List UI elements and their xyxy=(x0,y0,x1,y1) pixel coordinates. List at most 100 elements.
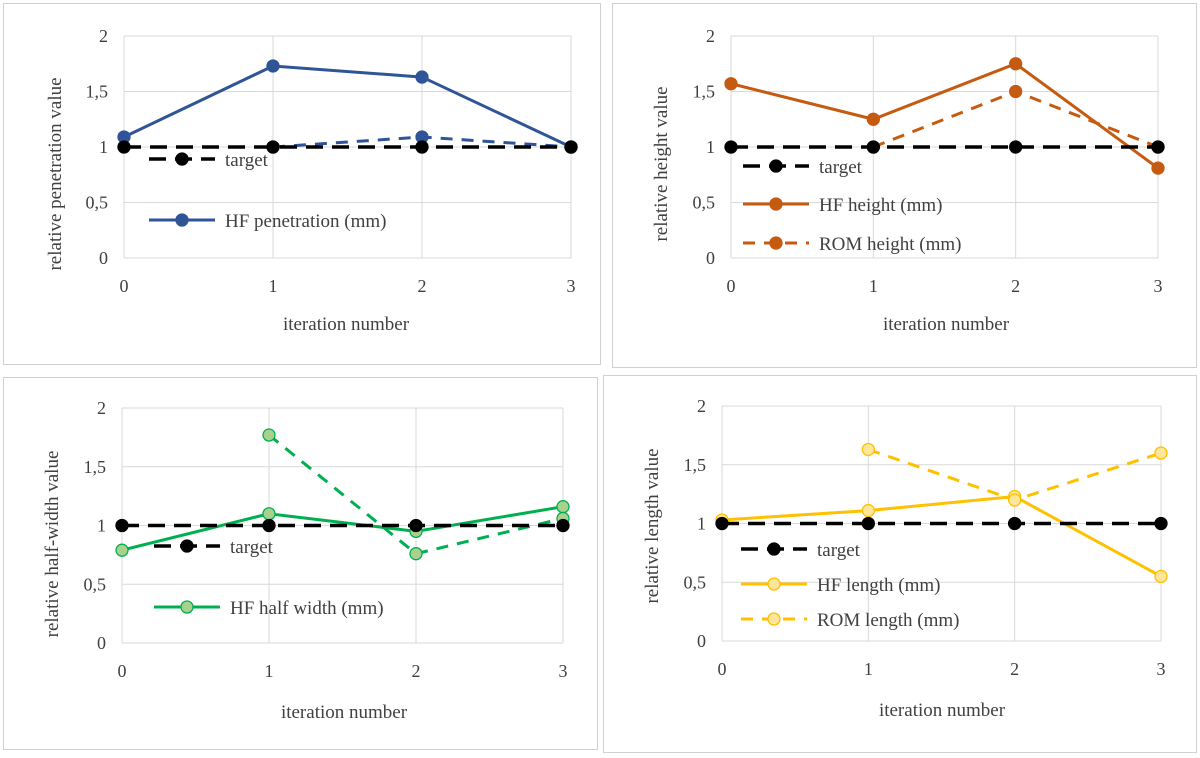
legend-marker xyxy=(175,152,189,166)
legend-label: ROM length (mm) xyxy=(817,610,960,631)
legend: target HF length (mm) ROM length (mm) xyxy=(741,540,960,631)
legend-marker xyxy=(180,539,194,553)
data-point xyxy=(1154,516,1168,531)
x-tick-label: 1 xyxy=(864,659,873,679)
x-tick-label: 1 xyxy=(269,276,278,296)
x-tick-label: 2 xyxy=(1011,276,1020,296)
legend-label: target xyxy=(225,150,269,171)
penetration-chart-panel: relative penetration value iteration num… xyxy=(3,3,601,365)
data-point xyxy=(861,516,875,531)
legend-label: HF half width (mm) xyxy=(230,598,384,619)
y-tick-label: 2 xyxy=(99,26,108,46)
x-tick-label: 0 xyxy=(718,659,727,679)
height-chart: relative height value iteration number 0… xyxy=(651,26,1165,335)
legend-item-target: target xyxy=(741,540,861,561)
x-tick-label: 0 xyxy=(120,276,129,296)
y-axis-label: relative height value xyxy=(651,86,672,241)
y-tick-label: 1,5 xyxy=(684,455,707,475)
data-point xyxy=(262,507,276,521)
x-tick-label: 1 xyxy=(265,661,274,681)
y-tick-label: 2 xyxy=(706,26,715,46)
height-chart-panel: relative height value iteration number 0… xyxy=(612,3,1197,368)
legend-item-rom-height-mm: ROM height (mm) xyxy=(743,234,962,255)
y-axis-label: relative half-width value xyxy=(42,451,63,638)
legend: target HF height (mm) ROM height (mm) xyxy=(743,157,962,255)
x-axis-label: iteration number xyxy=(879,700,1006,721)
y-axis-label: relative penetration value xyxy=(45,77,66,270)
legend-item-hf-half-width-mm: HF half width (mm) xyxy=(154,598,384,619)
y-tick-label: 0 xyxy=(97,633,106,653)
data-point xyxy=(564,140,578,154)
data-point xyxy=(409,547,423,561)
series-line xyxy=(123,64,572,149)
x-tick-label: 3 xyxy=(567,276,576,296)
x-axis-label: iteration number xyxy=(883,314,1010,335)
data-point xyxy=(409,518,423,533)
series-target xyxy=(715,516,1168,531)
y-tick-label: 1 xyxy=(97,516,106,536)
series-line xyxy=(721,494,1162,578)
y-tick-label: 0 xyxy=(706,248,715,268)
data-point xyxy=(1009,140,1023,154)
legend-marker xyxy=(769,236,783,250)
legend-label: HF length (mm) xyxy=(817,575,941,596)
series-hf-height-mm xyxy=(724,57,1165,175)
x-tick-label: 3 xyxy=(559,661,568,681)
x-tick-label: 0 xyxy=(118,661,127,681)
data-point xyxy=(556,500,570,514)
legend-item-target: target xyxy=(149,150,269,171)
x-tick-label: 2 xyxy=(1010,659,1019,679)
y-tick-label: 0,5 xyxy=(693,193,716,213)
x-tick-label: 0 xyxy=(727,276,736,296)
legend-item-hf-penetration-mm: HF penetration (mm) xyxy=(149,211,386,232)
series-line xyxy=(121,505,564,552)
legend-label: target xyxy=(819,157,863,178)
legend-label: HF penetration (mm) xyxy=(225,211,386,232)
legend-marker xyxy=(175,213,189,227)
y-tick-label: 1 xyxy=(697,514,706,534)
data-point xyxy=(715,516,729,531)
data-point xyxy=(866,140,880,154)
legend-marker xyxy=(769,159,783,173)
legend-marker xyxy=(767,577,781,591)
data-point xyxy=(724,77,738,91)
series-target xyxy=(724,140,1165,154)
data-point xyxy=(1151,161,1165,175)
legend-label: target xyxy=(230,537,274,558)
x-tick-label: 3 xyxy=(1154,276,1163,296)
series-line xyxy=(730,62,1159,170)
y-tick-label: 0 xyxy=(99,248,108,268)
data-point xyxy=(262,518,276,533)
data-point xyxy=(266,140,280,154)
penetration-chart: relative penetration value iteration num… xyxy=(45,26,578,335)
series-rom-length-mm xyxy=(861,442,1168,507)
y-axis-label: relative length value xyxy=(642,448,663,603)
y-tick-label: 0,5 xyxy=(684,572,707,592)
data-point xyxy=(1008,493,1022,507)
y-tick-label: 0 xyxy=(697,631,706,651)
half-width-chart: relative half-width value iteration numb… xyxy=(42,398,570,723)
data-point xyxy=(115,518,129,533)
series-hf-length-mm xyxy=(715,489,1168,584)
series-hf-penetration-mm xyxy=(117,59,578,154)
legend-item-target: target xyxy=(743,157,863,178)
y-tick-label: 2 xyxy=(97,398,106,418)
legend-label: HF height (mm) xyxy=(819,195,943,216)
legend-item-hf-length-mm: HF length (mm) xyxy=(741,575,941,596)
data-point xyxy=(415,140,429,154)
legend: target HF half width (mm) xyxy=(154,537,384,619)
data-point xyxy=(262,428,276,442)
data-point xyxy=(861,503,875,518)
data-point xyxy=(1151,140,1165,154)
x-tick-label: 2 xyxy=(418,276,427,296)
length-chart-panel: relative length value iteration number 0… xyxy=(603,375,1197,753)
y-tick-label: 1,5 xyxy=(86,82,109,102)
legend-label: ROM height (mm) xyxy=(819,234,962,255)
legend-marker xyxy=(767,542,781,556)
data-point xyxy=(861,442,875,457)
data-point xyxy=(1009,57,1023,71)
data-point xyxy=(415,70,429,84)
data-point xyxy=(556,518,570,533)
data-point xyxy=(115,543,129,557)
y-tick-label: 1,5 xyxy=(693,82,716,102)
